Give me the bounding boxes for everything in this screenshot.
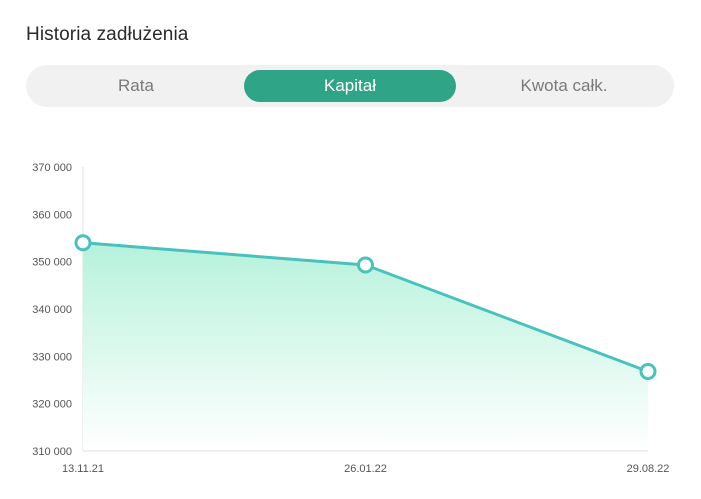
y-tick-label: 360 000 bbox=[32, 209, 72, 221]
series-area bbox=[83, 242, 648, 451]
data-point[interactable] bbox=[639, 362, 657, 380]
page-title: Historia zadłużenia bbox=[26, 24, 189, 45]
data-point[interactable] bbox=[357, 256, 374, 274]
x-tick-label: 26.01.22 bbox=[344, 463, 387, 475]
y-tick-label: 340 000 bbox=[32, 304, 72, 316]
data-point[interactable] bbox=[74, 234, 92, 252]
y-tick-label: 370 000 bbox=[32, 162, 72, 174]
tab-kwota-calk[interactable]: Kwota całk. bbox=[520, 76, 608, 95]
tab-kapital[interactable]: Kapitał bbox=[244, 70, 456, 102]
y-tick-label: 320 000 bbox=[32, 399, 72, 411]
x-tick-label: 29.08.22 bbox=[627, 463, 670, 475]
y-tick-label: 330 000 bbox=[32, 351, 72, 363]
tab-rata[interactable]: Rata bbox=[118, 76, 154, 95]
chart-mode-switch: Rata Kapitał Kwota całk. bbox=[26, 65, 674, 107]
y-tick-label: 310 000 bbox=[32, 446, 72, 458]
x-tick-label: 13.11.21 bbox=[62, 463, 104, 475]
y-tick-label: 350 000 bbox=[32, 257, 72, 269]
